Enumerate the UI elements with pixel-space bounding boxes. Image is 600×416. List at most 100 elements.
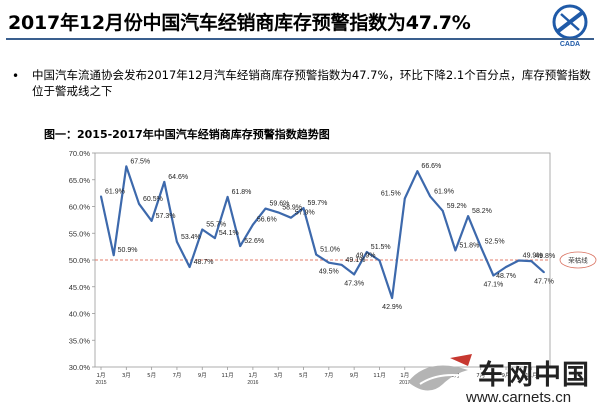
data-point bbox=[163, 180, 166, 183]
data-label: 52.6% bbox=[244, 238, 264, 245]
watermark-logo-icon bbox=[408, 354, 472, 391]
data-point bbox=[188, 266, 191, 268]
data-label: 67.5% bbox=[130, 158, 150, 165]
data-label: 49.8% bbox=[535, 253, 555, 260]
y-tick-label: 60.0% bbox=[69, 203, 91, 212]
summary-text: 中国汽车流通协会发布2017年12月汽车经销商库存预警指数为47.7%，环比下降… bbox=[32, 68, 591, 98]
data-label: 59.6% bbox=[270, 201, 290, 208]
data-label: 59.2% bbox=[447, 203, 467, 210]
data-point bbox=[365, 251, 368, 253]
watermark-url: www.carnets.cn bbox=[466, 389, 572, 406]
x-tick-label: 7月 bbox=[324, 372, 333, 379]
y-tick-label: 70.0% bbox=[69, 149, 91, 158]
data-label: 59.7% bbox=[308, 200, 328, 207]
watermark-name: 车网中国 bbox=[478, 360, 590, 391]
svg-text:CADA: CADA bbox=[560, 41, 580, 48]
data-point bbox=[416, 170, 419, 173]
data-point bbox=[150, 220, 153, 222]
data-label: 61.5% bbox=[381, 190, 401, 197]
x-tick-label: 1月 bbox=[400, 372, 409, 379]
y-tick-label: 55.0% bbox=[69, 229, 91, 238]
data-point bbox=[454, 249, 457, 252]
data-label: 49.9% bbox=[523, 253, 543, 260]
x-tick-label: 5月 bbox=[147, 372, 156, 379]
data-point bbox=[251, 223, 254, 226]
data-point bbox=[391, 297, 394, 299]
x-tick-label: 5月 bbox=[299, 372, 308, 379]
data-label: 60.5% bbox=[143, 196, 163, 203]
data-point bbox=[201, 228, 204, 231]
x-tick-year: 2015 bbox=[95, 380, 106, 386]
data-label: 53.4% bbox=[181, 234, 201, 241]
data-point bbox=[492, 274, 495, 277]
data-point bbox=[214, 237, 216, 239]
data-point bbox=[100, 195, 102, 198]
warning-label-bubble bbox=[559, 251, 597, 269]
y-tick-label: 40.0% bbox=[69, 310, 91, 319]
data-label: 57.3% bbox=[156, 213, 176, 220]
data-point bbox=[289, 216, 292, 219]
data-label: 58.2% bbox=[472, 208, 492, 215]
data-point bbox=[517, 259, 520, 262]
data-label: 58.9% bbox=[282, 204, 302, 211]
data-point bbox=[479, 245, 482, 248]
data-label: 42.9% bbox=[382, 304, 402, 311]
y-tick-label: 35.0% bbox=[69, 336, 91, 345]
data-label: 49.5% bbox=[319, 269, 339, 276]
data-point bbox=[315, 253, 318, 256]
data-point bbox=[378, 259, 381, 262]
data-point bbox=[176, 240, 178, 243]
bullet-dot: • bbox=[12, 69, 20, 83]
data-point bbox=[277, 211, 280, 214]
x-tick-year: 2016 bbox=[247, 380, 258, 386]
data-label: 47.3% bbox=[344, 280, 364, 287]
data-point bbox=[543, 271, 545, 274]
x-tick-label: 11月 bbox=[221, 372, 234, 379]
data-label: 48.7% bbox=[496, 273, 516, 280]
data-label: 48.7% bbox=[194, 259, 214, 266]
x-tick-year: 2017 bbox=[399, 380, 410, 386]
data-point bbox=[505, 266, 507, 268]
y-tick-label: 50.0% bbox=[69, 256, 91, 265]
data-point bbox=[112, 254, 115, 257]
y-tick-label: 65.0% bbox=[69, 176, 91, 185]
data-label: 47.1% bbox=[483, 282, 503, 289]
data-label: 64.6% bbox=[168, 174, 188, 181]
data-label: 52.5% bbox=[485, 239, 505, 246]
data-label: 66.6% bbox=[421, 163, 441, 170]
data-point bbox=[239, 245, 242, 247]
page-title: 2017年12月份中国汽车经销商库存预警指数为47.7% bbox=[8, 12, 471, 34]
data-label: 49.1% bbox=[345, 257, 365, 264]
data-label: 51.0% bbox=[320, 247, 340, 254]
data-point bbox=[403, 197, 406, 200]
chart-title: 图一：2015-2017年中国汽车经销商库存预警指数趋势图 bbox=[44, 128, 330, 141]
x-tick-label: 9月 bbox=[198, 372, 207, 379]
x-tick-label: 3月 bbox=[274, 372, 283, 379]
data-point bbox=[264, 207, 267, 210]
data-point bbox=[530, 260, 533, 262]
cada-logo-icon: CADA bbox=[552, 4, 588, 48]
x-tick-label: 1月 bbox=[248, 372, 257, 379]
x-tick-label: 1月 bbox=[97, 372, 106, 379]
data-label: 51.5% bbox=[371, 244, 391, 251]
x-tick-label: 3月 bbox=[122, 372, 131, 379]
data-point bbox=[302, 207, 305, 210]
data-label: 50.9% bbox=[118, 247, 138, 254]
data-point bbox=[327, 261, 330, 264]
data-label: 56.6% bbox=[257, 217, 277, 224]
data-point bbox=[353, 273, 356, 276]
data-point bbox=[125, 165, 128, 168]
data-label: 51.8% bbox=[459, 242, 479, 249]
data-label: 55.7% bbox=[206, 222, 226, 229]
data-label: 61.9% bbox=[105, 188, 125, 195]
data-label: 61.8% bbox=[232, 189, 252, 196]
x-tick-label: 9月 bbox=[350, 372, 359, 379]
data-point bbox=[340, 263, 343, 266]
data-label: 49.9% bbox=[356, 253, 376, 260]
data-label: 47.7% bbox=[534, 278, 554, 285]
x-tick-label: 7月 bbox=[476, 372, 485, 379]
header-divider bbox=[6, 38, 594, 40]
warning-line-label: 荣枯线 bbox=[568, 256, 588, 265]
data-label: 54.1% bbox=[219, 230, 239, 237]
